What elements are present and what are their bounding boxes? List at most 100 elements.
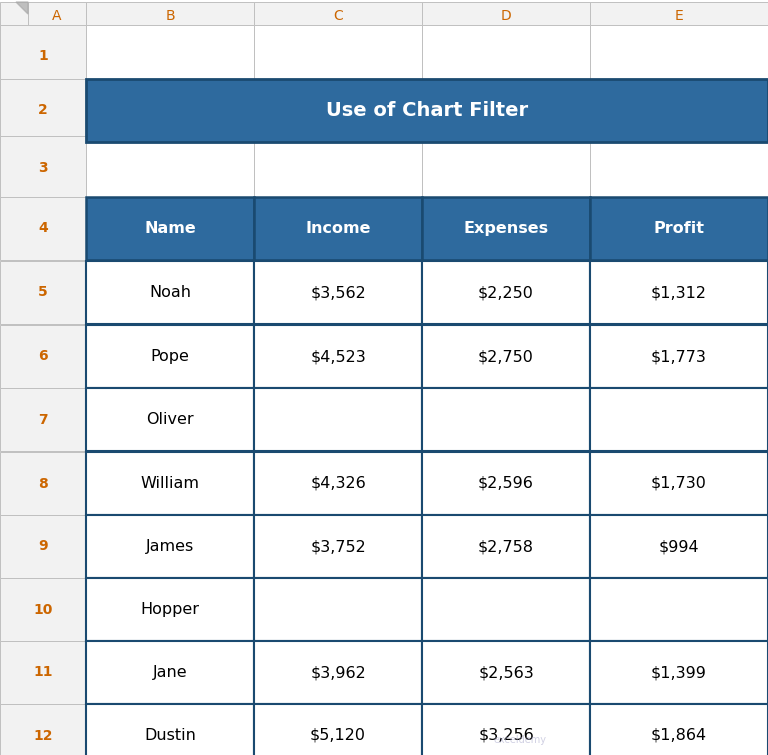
Bar xyxy=(422,136,590,199)
Bar xyxy=(422,388,590,451)
Bar xyxy=(254,261,422,324)
Bar xyxy=(590,25,768,88)
Bar xyxy=(254,515,422,578)
Bar xyxy=(254,197,422,260)
Text: 5: 5 xyxy=(38,285,48,300)
Bar xyxy=(0,704,86,755)
Bar xyxy=(254,641,422,704)
Bar xyxy=(254,325,422,388)
Text: Jane: Jane xyxy=(153,665,187,680)
Bar xyxy=(590,641,768,704)
Bar xyxy=(0,388,86,451)
Text: Oliver: Oliver xyxy=(146,412,194,427)
Text: $3,256: $3,256 xyxy=(478,728,534,743)
Bar xyxy=(422,2,590,30)
Bar xyxy=(590,578,768,641)
Bar xyxy=(254,704,422,755)
Bar xyxy=(422,704,590,755)
Text: 7: 7 xyxy=(38,412,48,427)
Bar xyxy=(86,704,254,755)
Bar xyxy=(422,578,590,641)
Text: 2: 2 xyxy=(38,103,48,118)
Bar xyxy=(0,197,86,260)
Text: $3,562: $3,562 xyxy=(310,285,366,300)
Bar xyxy=(422,325,590,388)
Bar xyxy=(590,704,768,755)
Bar xyxy=(422,452,590,515)
Bar xyxy=(86,79,768,142)
Text: B: B xyxy=(165,9,175,23)
Bar xyxy=(590,79,768,142)
Bar xyxy=(0,261,86,324)
Bar xyxy=(86,641,254,704)
Bar xyxy=(422,79,590,142)
Bar xyxy=(254,452,422,515)
Text: Income: Income xyxy=(305,221,371,236)
Text: $3,962: $3,962 xyxy=(310,665,366,680)
Bar xyxy=(86,578,254,641)
Text: Expenses: Expenses xyxy=(463,221,548,236)
Bar xyxy=(422,197,590,260)
Text: $4,523: $4,523 xyxy=(310,349,366,364)
Text: $5,120: $5,120 xyxy=(310,728,366,743)
Bar xyxy=(422,704,590,755)
Bar xyxy=(254,2,422,30)
Text: 8: 8 xyxy=(38,476,48,491)
Bar xyxy=(86,578,254,641)
Bar xyxy=(86,388,254,451)
Text: D: D xyxy=(501,9,511,23)
Bar xyxy=(254,515,422,578)
Bar xyxy=(422,261,590,324)
Bar xyxy=(422,641,590,704)
Bar xyxy=(590,197,768,260)
Text: $1,864: $1,864 xyxy=(651,728,707,743)
Text: Name: Name xyxy=(144,221,196,236)
Bar xyxy=(422,25,590,88)
Bar xyxy=(254,261,422,324)
Text: Hopper: Hopper xyxy=(141,602,200,617)
Bar xyxy=(422,325,590,388)
Text: William: William xyxy=(141,476,200,491)
Bar xyxy=(86,197,254,260)
Bar xyxy=(86,197,254,260)
Bar xyxy=(590,388,768,451)
Bar xyxy=(86,388,254,451)
Bar xyxy=(590,136,768,199)
Bar xyxy=(254,136,422,199)
Bar xyxy=(86,325,254,388)
Bar xyxy=(422,261,590,324)
Text: $2,758: $2,758 xyxy=(478,539,534,554)
Bar xyxy=(86,452,254,515)
Text: 1: 1 xyxy=(38,50,48,63)
Bar xyxy=(254,578,422,641)
Text: 6: 6 xyxy=(38,350,48,363)
Text: $4,326: $4,326 xyxy=(310,476,366,491)
Bar xyxy=(0,325,86,388)
Bar xyxy=(254,704,422,755)
Text: $1,730: $1,730 xyxy=(651,476,707,491)
Text: A: A xyxy=(52,9,61,23)
Text: 4: 4 xyxy=(38,221,48,236)
Text: $1,773: $1,773 xyxy=(651,349,707,364)
Bar xyxy=(0,136,86,199)
Text: 10: 10 xyxy=(33,602,53,617)
Text: Noah: Noah xyxy=(149,285,191,300)
Bar xyxy=(590,515,768,578)
Bar xyxy=(254,388,422,451)
Bar xyxy=(86,641,254,704)
Bar xyxy=(86,79,254,142)
Bar xyxy=(590,261,768,324)
Bar xyxy=(590,452,768,515)
Bar xyxy=(86,515,254,578)
Text: James: James xyxy=(146,539,194,554)
Bar xyxy=(0,515,86,578)
Bar xyxy=(0,79,86,142)
Text: 11: 11 xyxy=(33,665,53,680)
Text: $2,250: $2,250 xyxy=(478,285,534,300)
Bar xyxy=(590,261,768,324)
Text: C: C xyxy=(333,9,343,23)
Text: $994: $994 xyxy=(659,539,700,554)
Text: 3: 3 xyxy=(38,161,48,174)
Bar xyxy=(254,325,422,388)
Bar xyxy=(0,2,28,30)
